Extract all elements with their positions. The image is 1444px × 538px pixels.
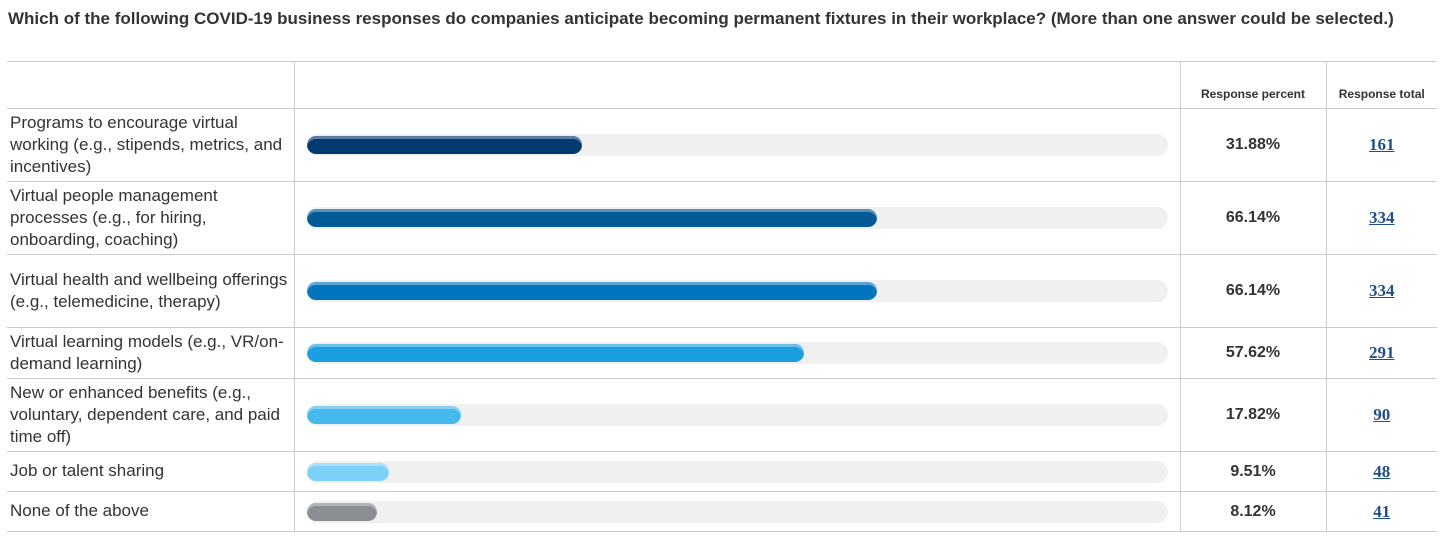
response-total-cell: 291 <box>1325 327 1437 379</box>
response-total-cell: 48 <box>1325 451 1437 492</box>
answer-label: Virtual people management processes (e.g… <box>7 181 295 255</box>
response-total-cell: 334 <box>1325 181 1437 255</box>
bar-track <box>306 207 1168 229</box>
table-row: New or enhanced benefits (e.g., voluntar… <box>7 378 1437 452</box>
bar-track <box>306 134 1168 156</box>
table-row: None of the above 8.12% 41 <box>7 491 1437 532</box>
answer-label: Job or talent sharing <box>7 451 295 492</box>
response-percent-value: 8.12% <box>1179 491 1327 532</box>
response-percent-value: 66.14% <box>1179 181 1327 255</box>
response-percent-value: 57.62% <box>1179 327 1327 379</box>
response-percent-value: 31.88% <box>1179 108 1327 182</box>
response-percent-value: 9.51% <box>1179 451 1327 492</box>
response-percent-value: 17.82% <box>1179 378 1327 452</box>
bar <box>306 209 877 227</box>
bar-cell <box>293 327 1181 379</box>
table-row: Job or talent sharing 9.51% 48 <box>7 451 1437 492</box>
bar-cell <box>293 491 1181 532</box>
response-total-link[interactable]: 334 <box>1369 208 1395 227</box>
answer-column-header <box>7 61 295 109</box>
response-total-link[interactable]: 291 <box>1369 343 1395 362</box>
table-row: Virtual people management processes (e.g… <box>7 181 1437 255</box>
bar-cell <box>293 254 1181 328</box>
bar <box>306 502 377 521</box>
answer-label: None of the above <box>7 491 295 532</box>
response-total-cell: 161 <box>1325 108 1437 182</box>
response-total-cell: 334 <box>1325 254 1437 328</box>
bar-track <box>306 280 1168 302</box>
response-total-cell: 41 <box>1325 491 1437 532</box>
response-total-cell: 90 <box>1325 378 1437 452</box>
bar-track <box>306 460 1168 483</box>
question-title: Which of the following COVID-19 business… <box>8 9 1394 28</box>
response-total-link[interactable]: 334 <box>1369 281 1395 300</box>
header-row: Response percent Response total <box>7 61 1437 109</box>
response-total-header: Response total <box>1325 61 1437 109</box>
bar-cell <box>293 378 1181 452</box>
bar-column-header <box>293 61 1181 109</box>
table-row: Programs to encourage virtual working (e… <box>7 108 1437 182</box>
response-percent-header: Response percent <box>1179 61 1327 109</box>
table-row: Virtual learning models (e.g., VR/on-dem… <box>7 327 1437 379</box>
bar-cell <box>293 451 1181 492</box>
bar-cell <box>293 181 1181 255</box>
bar <box>306 406 461 424</box>
answer-label: Virtual learning models (e.g., VR/on-dem… <box>7 327 295 379</box>
response-total-link[interactable]: 48 <box>1373 461 1391 481</box>
answer-label: Virtual health and wellbeing offerings (… <box>7 254 295 328</box>
bar-track <box>306 500 1168 523</box>
bar <box>306 136 582 154</box>
bar-track <box>306 342 1168 364</box>
bar <box>306 462 389 481</box>
table-row: Virtual health and wellbeing offerings (… <box>7 254 1437 328</box>
bar <box>306 344 804 362</box>
response-total-link[interactable]: 90 <box>1373 405 1391 424</box>
results-body: Programs to encourage virtual working (e… <box>7 108 1437 532</box>
answer-label: New or enhanced benefits (e.g., voluntar… <box>7 378 295 452</box>
bar-track <box>306 404 1168 426</box>
bar <box>306 282 877 300</box>
response-total-link[interactable]: 41 <box>1373 501 1391 521</box>
bar-cell <box>293 108 1181 182</box>
response-total-link[interactable]: 161 <box>1369 135 1395 154</box>
results-table: Response percent Response total Programs… <box>7 61 1437 532</box>
response-percent-value: 66.14% <box>1179 254 1327 328</box>
answer-label: Programs to encourage virtual working (e… <box>7 108 295 182</box>
